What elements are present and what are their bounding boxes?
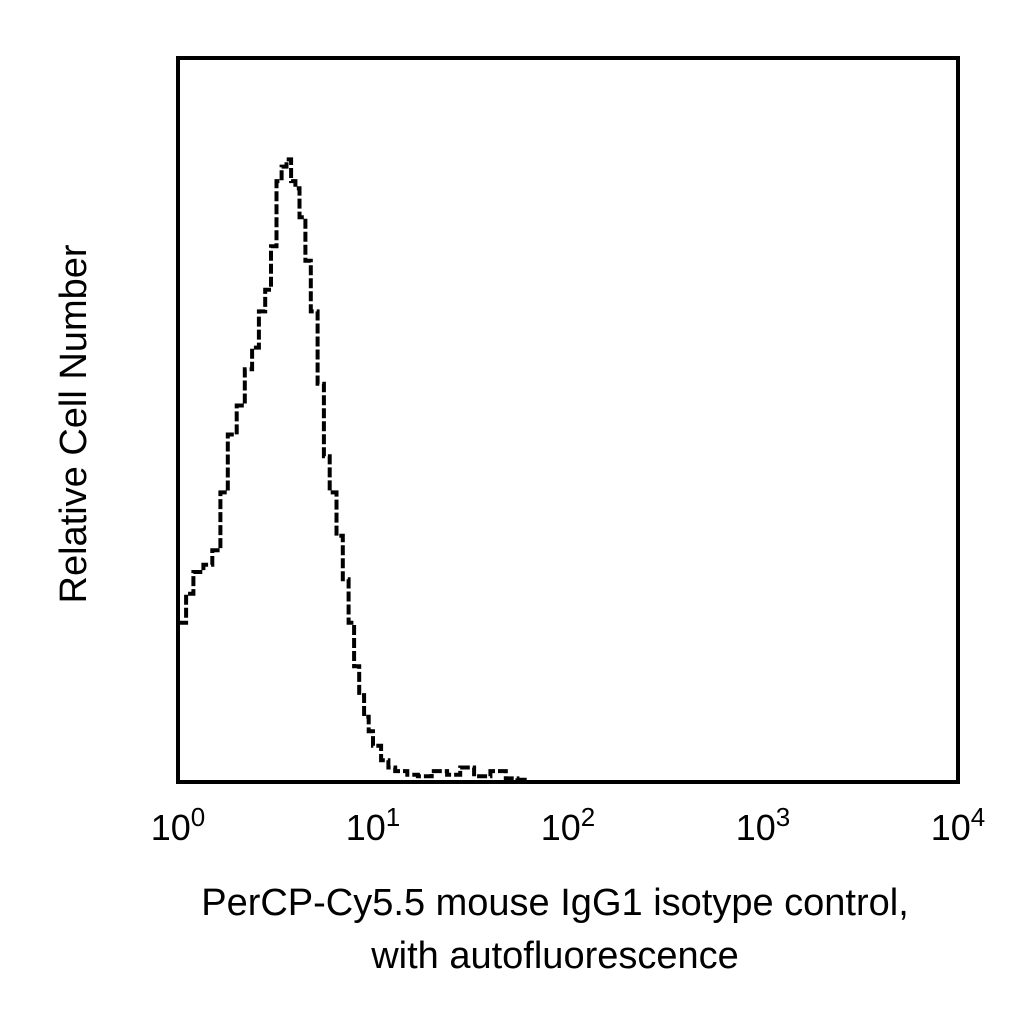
histogram-line — [178, 157, 527, 782]
x-tick-label: 102 — [541, 802, 596, 848]
plot-frame — [176, 56, 960, 784]
y-axis-title: Relative Cell Number — [53, 244, 95, 603]
x-tick-labels: 100 101 102 103 104 — [151, 802, 986, 848]
histogram-series — [178, 157, 527, 782]
x-axis-title-line2: with autofluorescence — [370, 935, 739, 977]
x-tick-label: 101 — [346, 802, 401, 848]
x-tick-label: 103 — [736, 802, 791, 848]
x-tick-label: 104 — [931, 802, 986, 848]
x-axis-title-line1: PerCP-Cy5.5 mouse IgG1 isotype control, — [201, 882, 909, 924]
x-tick-label: 100 — [151, 802, 206, 848]
